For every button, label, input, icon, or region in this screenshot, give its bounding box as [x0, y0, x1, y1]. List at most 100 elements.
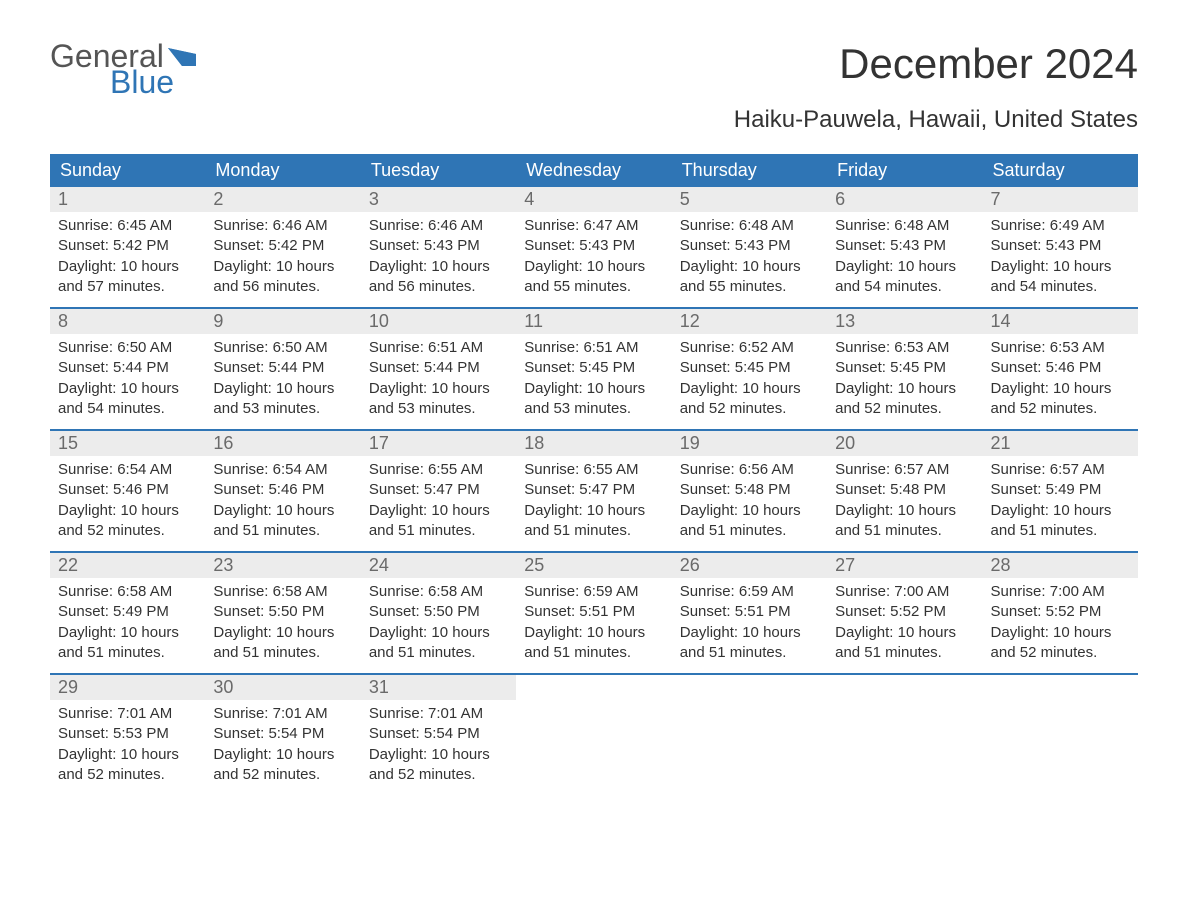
day-line: and 55 minutes. — [680, 277, 819, 297]
day-line: Daylight: 10 hours — [369, 745, 508, 765]
logo: General Blue — [50, 40, 196, 98]
day-number: 14 — [983, 309, 1138, 334]
day-cell: 28Sunrise: 7:00 AMSunset: 5:52 PMDayligh… — [983, 553, 1138, 673]
day-line: and 52 minutes. — [213, 765, 352, 785]
day-line: Sunset: 5:51 PM — [524, 602, 663, 622]
day-line: Sunset: 5:50 PM — [369, 602, 508, 622]
day-cell: 31Sunrise: 7:01 AMSunset: 5:54 PMDayligh… — [361, 675, 516, 795]
day-line: Sunrise: 6:59 AM — [680, 582, 819, 602]
day-line: Sunset: 5:44 PM — [58, 358, 197, 378]
day-line: and 51 minutes. — [524, 521, 663, 541]
weekday-header: Wednesday — [516, 154, 671, 187]
day-cell — [672, 675, 827, 795]
day-line: Sunset: 5:48 PM — [680, 480, 819, 500]
day-content: Sunrise: 6:55 AMSunset: 5:47 PMDaylight:… — [516, 456, 671, 551]
day-number: 10 — [361, 309, 516, 334]
day-content: Sunrise: 6:58 AMSunset: 5:50 PMDaylight:… — [361, 578, 516, 673]
day-line: and 52 minutes. — [58, 521, 197, 541]
day-number: 25 — [516, 553, 671, 578]
weekday-header: Saturday — [983, 154, 1138, 187]
day-line: and 51 minutes. — [369, 643, 508, 663]
day-line: Sunset: 5:54 PM — [213, 724, 352, 744]
day-number: 9 — [205, 309, 360, 334]
day-line: Daylight: 10 hours — [680, 257, 819, 277]
day-line: Sunset: 5:44 PM — [213, 358, 352, 378]
day-cell: 14Sunrise: 6:53 AMSunset: 5:46 PMDayligh… — [983, 309, 1138, 429]
day-line: and 53 minutes. — [524, 399, 663, 419]
day-line: Sunrise: 6:55 AM — [369, 460, 508, 480]
day-line: and 51 minutes. — [680, 643, 819, 663]
day-content: Sunrise: 6:49 AMSunset: 5:43 PMDaylight:… — [983, 212, 1138, 307]
day-line: Sunset: 5:49 PM — [58, 602, 197, 622]
day-number: 8 — [50, 309, 205, 334]
day-content: Sunrise: 7:00 AMSunset: 5:52 PMDaylight:… — [827, 578, 982, 673]
day-number: 15 — [50, 431, 205, 456]
day-line: Daylight: 10 hours — [524, 501, 663, 521]
day-content: Sunrise: 6:47 AMSunset: 5:43 PMDaylight:… — [516, 212, 671, 307]
day-line: and 53 minutes. — [369, 399, 508, 419]
day-content: Sunrise: 7:01 AMSunset: 5:54 PMDaylight:… — [205, 700, 360, 795]
day-line: Sunrise: 6:48 AM — [835, 216, 974, 236]
week-row: 29Sunrise: 7:01 AMSunset: 5:53 PMDayligh… — [50, 673, 1138, 795]
day-line: Sunset: 5:43 PM — [991, 236, 1130, 256]
day-cell: 27Sunrise: 7:00 AMSunset: 5:52 PMDayligh… — [827, 553, 982, 673]
day-content: Sunrise: 6:50 AMSunset: 5:44 PMDaylight:… — [50, 334, 205, 429]
day-cell: 10Sunrise: 6:51 AMSunset: 5:44 PMDayligh… — [361, 309, 516, 429]
day-line: Daylight: 10 hours — [369, 501, 508, 521]
week-row: 22Sunrise: 6:58 AMSunset: 5:49 PMDayligh… — [50, 551, 1138, 673]
day-line: Sunrise: 7:01 AM — [213, 704, 352, 724]
day-cell: 8Sunrise: 6:50 AMSunset: 5:44 PMDaylight… — [50, 309, 205, 429]
day-line: and 51 minutes. — [213, 521, 352, 541]
day-line: Sunrise: 7:01 AM — [369, 704, 508, 724]
day-line: Sunrise: 6:58 AM — [369, 582, 508, 602]
day-line: Daylight: 10 hours — [835, 623, 974, 643]
day-cell: 29Sunrise: 7:01 AMSunset: 5:53 PMDayligh… — [50, 675, 205, 795]
weekday-header: Tuesday — [361, 154, 516, 187]
weekday-header: Thursday — [672, 154, 827, 187]
day-content: Sunrise: 6:48 AMSunset: 5:43 PMDaylight:… — [672, 212, 827, 307]
day-line: Daylight: 10 hours — [58, 379, 197, 399]
day-content: Sunrise: 6:46 AMSunset: 5:43 PMDaylight:… — [361, 212, 516, 307]
day-content: Sunrise: 6:59 AMSunset: 5:51 PMDaylight:… — [516, 578, 671, 673]
day-content: Sunrise: 6:57 AMSunset: 5:48 PMDaylight:… — [827, 456, 982, 551]
day-number: 16 — [205, 431, 360, 456]
day-cell: 26Sunrise: 6:59 AMSunset: 5:51 PMDayligh… — [672, 553, 827, 673]
day-number: 13 — [827, 309, 982, 334]
day-cell — [983, 675, 1138, 795]
weekday-header-row: SundayMondayTuesdayWednesdayThursdayFrid… — [50, 154, 1138, 187]
day-line: Sunset: 5:52 PM — [835, 602, 974, 622]
day-line: Sunrise: 6:59 AM — [524, 582, 663, 602]
day-line: and 51 minutes. — [213, 643, 352, 663]
day-line: Sunrise: 6:58 AM — [213, 582, 352, 602]
day-line: Daylight: 10 hours — [991, 257, 1130, 277]
day-line: Sunset: 5:42 PM — [213, 236, 352, 256]
day-content: Sunrise: 6:58 AMSunset: 5:49 PMDaylight:… — [50, 578, 205, 673]
day-line: Daylight: 10 hours — [213, 379, 352, 399]
day-cell: 6Sunrise: 6:48 AMSunset: 5:43 PMDaylight… — [827, 187, 982, 307]
day-line: and 53 minutes. — [213, 399, 352, 419]
day-number: 27 — [827, 553, 982, 578]
day-line: Sunrise: 6:46 AM — [369, 216, 508, 236]
day-line: Sunrise: 6:50 AM — [213, 338, 352, 358]
day-line: Sunset: 5:43 PM — [524, 236, 663, 256]
day-number: 5 — [672, 187, 827, 212]
day-cell: 22Sunrise: 6:58 AMSunset: 5:49 PMDayligh… — [50, 553, 205, 673]
day-cell: 12Sunrise: 6:52 AMSunset: 5:45 PMDayligh… — [672, 309, 827, 429]
day-line: and 51 minutes. — [369, 521, 508, 541]
day-line: Daylight: 10 hours — [835, 501, 974, 521]
day-line: Daylight: 10 hours — [524, 623, 663, 643]
day-content: Sunrise: 6:45 AMSunset: 5:42 PMDaylight:… — [50, 212, 205, 307]
day-line: and 52 minutes. — [835, 399, 974, 419]
day-line: Daylight: 10 hours — [58, 257, 197, 277]
day-line: Sunset: 5:47 PM — [369, 480, 508, 500]
day-line: Daylight: 10 hours — [369, 623, 508, 643]
day-line: Sunrise: 7:00 AM — [991, 582, 1130, 602]
day-line: Sunrise: 6:53 AM — [835, 338, 974, 358]
day-line: Daylight: 10 hours — [213, 501, 352, 521]
day-line: and 52 minutes. — [680, 399, 819, 419]
day-line: Sunrise: 6:50 AM — [58, 338, 197, 358]
day-line: Sunset: 5:46 PM — [991, 358, 1130, 378]
day-number: 11 — [516, 309, 671, 334]
day-number: 24 — [361, 553, 516, 578]
page-title: December 2024 — [839, 40, 1138, 88]
